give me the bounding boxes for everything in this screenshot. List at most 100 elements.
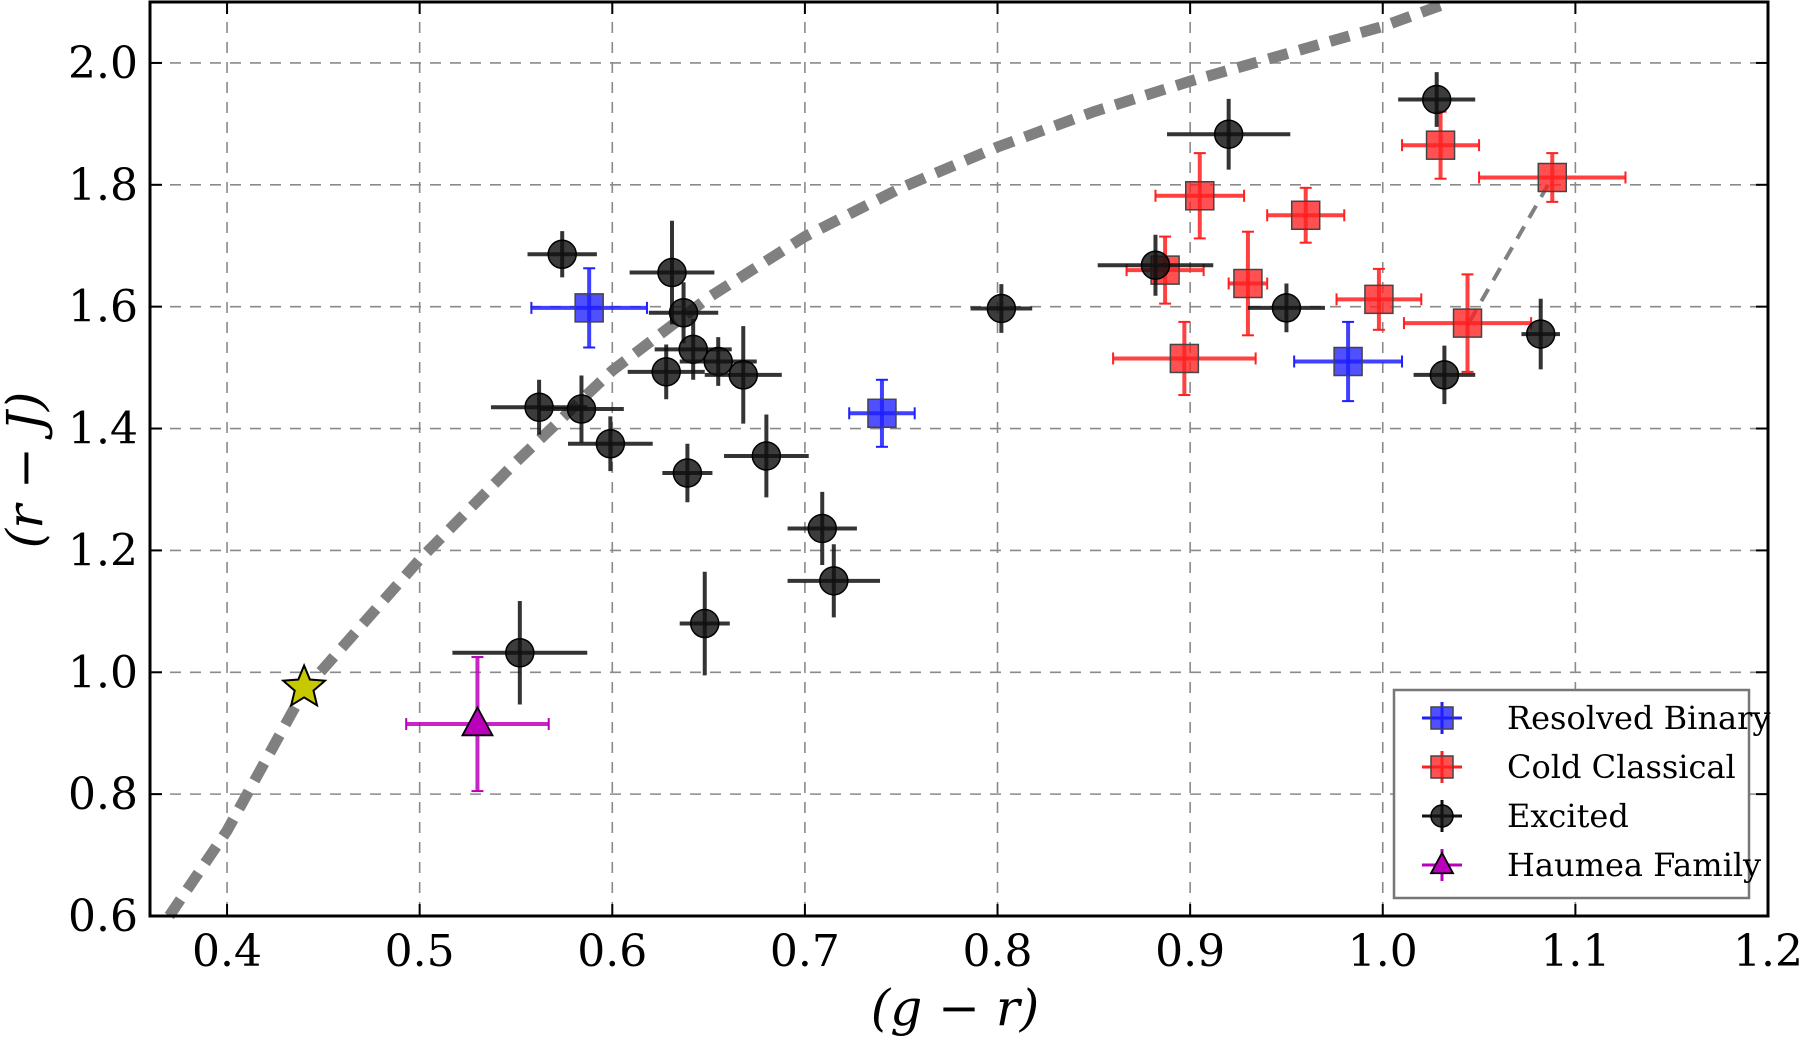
legend-marker-cold-classical: [1430, 755, 1454, 779]
data-point-cold-classical: [1112, 320, 1257, 397]
marker-excited: [703, 346, 733, 377]
marker-cold-classical: [1169, 343, 1200, 374]
marker-excited: [986, 293, 1017, 324]
data-point-excited: [787, 491, 857, 566]
y-tick-label: 1.2: [68, 525, 138, 576]
legend-label: Excited: [1507, 797, 1629, 835]
x-tick-label: 0.9: [1155, 926, 1225, 977]
data-point-excited: [1521, 298, 1560, 370]
marker-excited: [595, 429, 626, 459]
thick-dashed-curve: [164, 0, 1453, 920]
marker-resolved-binary: [867, 398, 897, 429]
series-resolved-binary: [530, 267, 1404, 448]
star-marker: [280, 662, 328, 708]
marker-excited: [689, 608, 720, 639]
marker-resolved-binary: [574, 293, 604, 323]
y-tick-label: 0.6: [68, 891, 138, 942]
marker-cold-classical: [1452, 308, 1483, 338]
marker-excited: [1271, 293, 1302, 323]
marker-excited: [1140, 250, 1171, 280]
x-tick-label: 0.7: [770, 926, 840, 977]
series-excited: [452, 72, 1560, 705]
legend-item-haumea-family: Haumea Family: [1422, 846, 1761, 884]
marker-excited: [678, 334, 708, 365]
data-point-excited: [627, 344, 705, 400]
data-point-excited: [1398, 72, 1476, 127]
data-point-excited: [527, 231, 597, 278]
series-haumea-family: [405, 656, 550, 793]
y-axis-label: (r − J): [0, 392, 54, 549]
y-tick-label: 1.8: [68, 160, 138, 211]
marker-excited: [807, 513, 837, 544]
x-tick-label: 0.4: [192, 926, 262, 977]
marker-haumea-family: [460, 705, 494, 737]
marker-cold-classical: [1425, 130, 1456, 160]
legend-marker-resolved-binary: [1430, 706, 1454, 730]
y-tick-label: 0.8: [68, 769, 138, 820]
data-point-cold-classical: [1227, 230, 1269, 337]
y-tick-label: 1.0: [68, 647, 138, 698]
data-point-excited: [679, 571, 730, 676]
thin-dashed-line: [1467, 176, 1555, 323]
data-point-cold-classical: [1402, 273, 1533, 373]
legend-label: Haumea Family: [1507, 846, 1761, 884]
data-point-excited: [704, 326, 782, 424]
x-tick-label: 0.6: [577, 926, 647, 977]
marker-excited: [1525, 319, 1556, 349]
data-point-excited: [452, 600, 588, 705]
data-point-cold-classical: [1154, 152, 1246, 240]
data-point-haumea-family: [405, 656, 550, 793]
legend-marker-excited: [1430, 804, 1454, 828]
marker-excited: [566, 394, 597, 424]
legend-label: Cold Classical: [1507, 748, 1736, 786]
data-point-excited: [970, 284, 1033, 333]
x-tick-label: 0.8: [963, 926, 1033, 977]
data-point-resolved-binary: [530, 267, 648, 349]
data-point-excited: [539, 375, 624, 443]
marker-cold-classical: [1537, 162, 1568, 193]
y-tick-label: 1.4: [68, 404, 138, 455]
x-tick-label: 0.5: [385, 926, 455, 977]
x-axis-label: (g − r): [871, 979, 1040, 1037]
legend-marker-haumea-family: [1429, 851, 1455, 875]
data-point-excited: [567, 416, 653, 472]
data-point-excited: [1167, 98, 1291, 170]
axis-ticks: 0.4 0.5 0.6 0.7 0.8 0.9 1.0 1.1 1.2 0.6 0.8 1.0 1.2 1…: [68, 2, 1800, 977]
marker-excited: [1429, 360, 1460, 390]
marker-excited: [672, 458, 703, 488]
data-point-excited: [724, 414, 809, 498]
marker-cold-classical: [1290, 200, 1321, 231]
x-tick-label: 1.2: [1733, 926, 1800, 977]
data-point-excited: [1097, 234, 1214, 296]
marker-excited: [668, 298, 699, 328]
legend-item-resolved-binary: Resolved Binary: [1422, 699, 1770, 737]
marker-excited: [1421, 84, 1452, 115]
reference-curves: [164, 0, 1555, 920]
data-point-resolved-binary: [1293, 320, 1404, 403]
data-point-excited: [1247, 283, 1325, 333]
marker-cold-classical: [1185, 181, 1215, 211]
data-point-resolved-binary: [848, 378, 916, 448]
legend-label: Resolved Binary: [1507, 699, 1770, 737]
marker-excited: [505, 638, 535, 668]
data-point-cold-classical: [1335, 267, 1423, 331]
legend: Resolved Binary Cold Classical Excited Haum…: [1392, 688, 1770, 900]
legend-item-cold-classical: Cold Classical: [1422, 748, 1736, 786]
marker-excited: [819, 566, 849, 596]
y-tick-label: 2.0: [68, 38, 138, 89]
marker-excited: [651, 357, 681, 387]
data-point-excited: [662, 443, 713, 503]
data-point-excited: [787, 544, 881, 618]
marker-cold-classical: [1233, 268, 1263, 299]
marker-excited: [751, 441, 782, 471]
x-tick-label: 1.1: [1540, 926, 1610, 977]
data-points: [280, 72, 1627, 793]
marker-excited: [657, 257, 687, 288]
marker-excited: [1213, 119, 1244, 149]
data-point-cold-classical: [1478, 152, 1627, 203]
y-tick-label: 1.6: [68, 282, 138, 333]
marker-cold-classical: [1364, 284, 1394, 315]
marker-excited: [728, 360, 759, 390]
legend-item-excited: Excited: [1422, 797, 1629, 835]
